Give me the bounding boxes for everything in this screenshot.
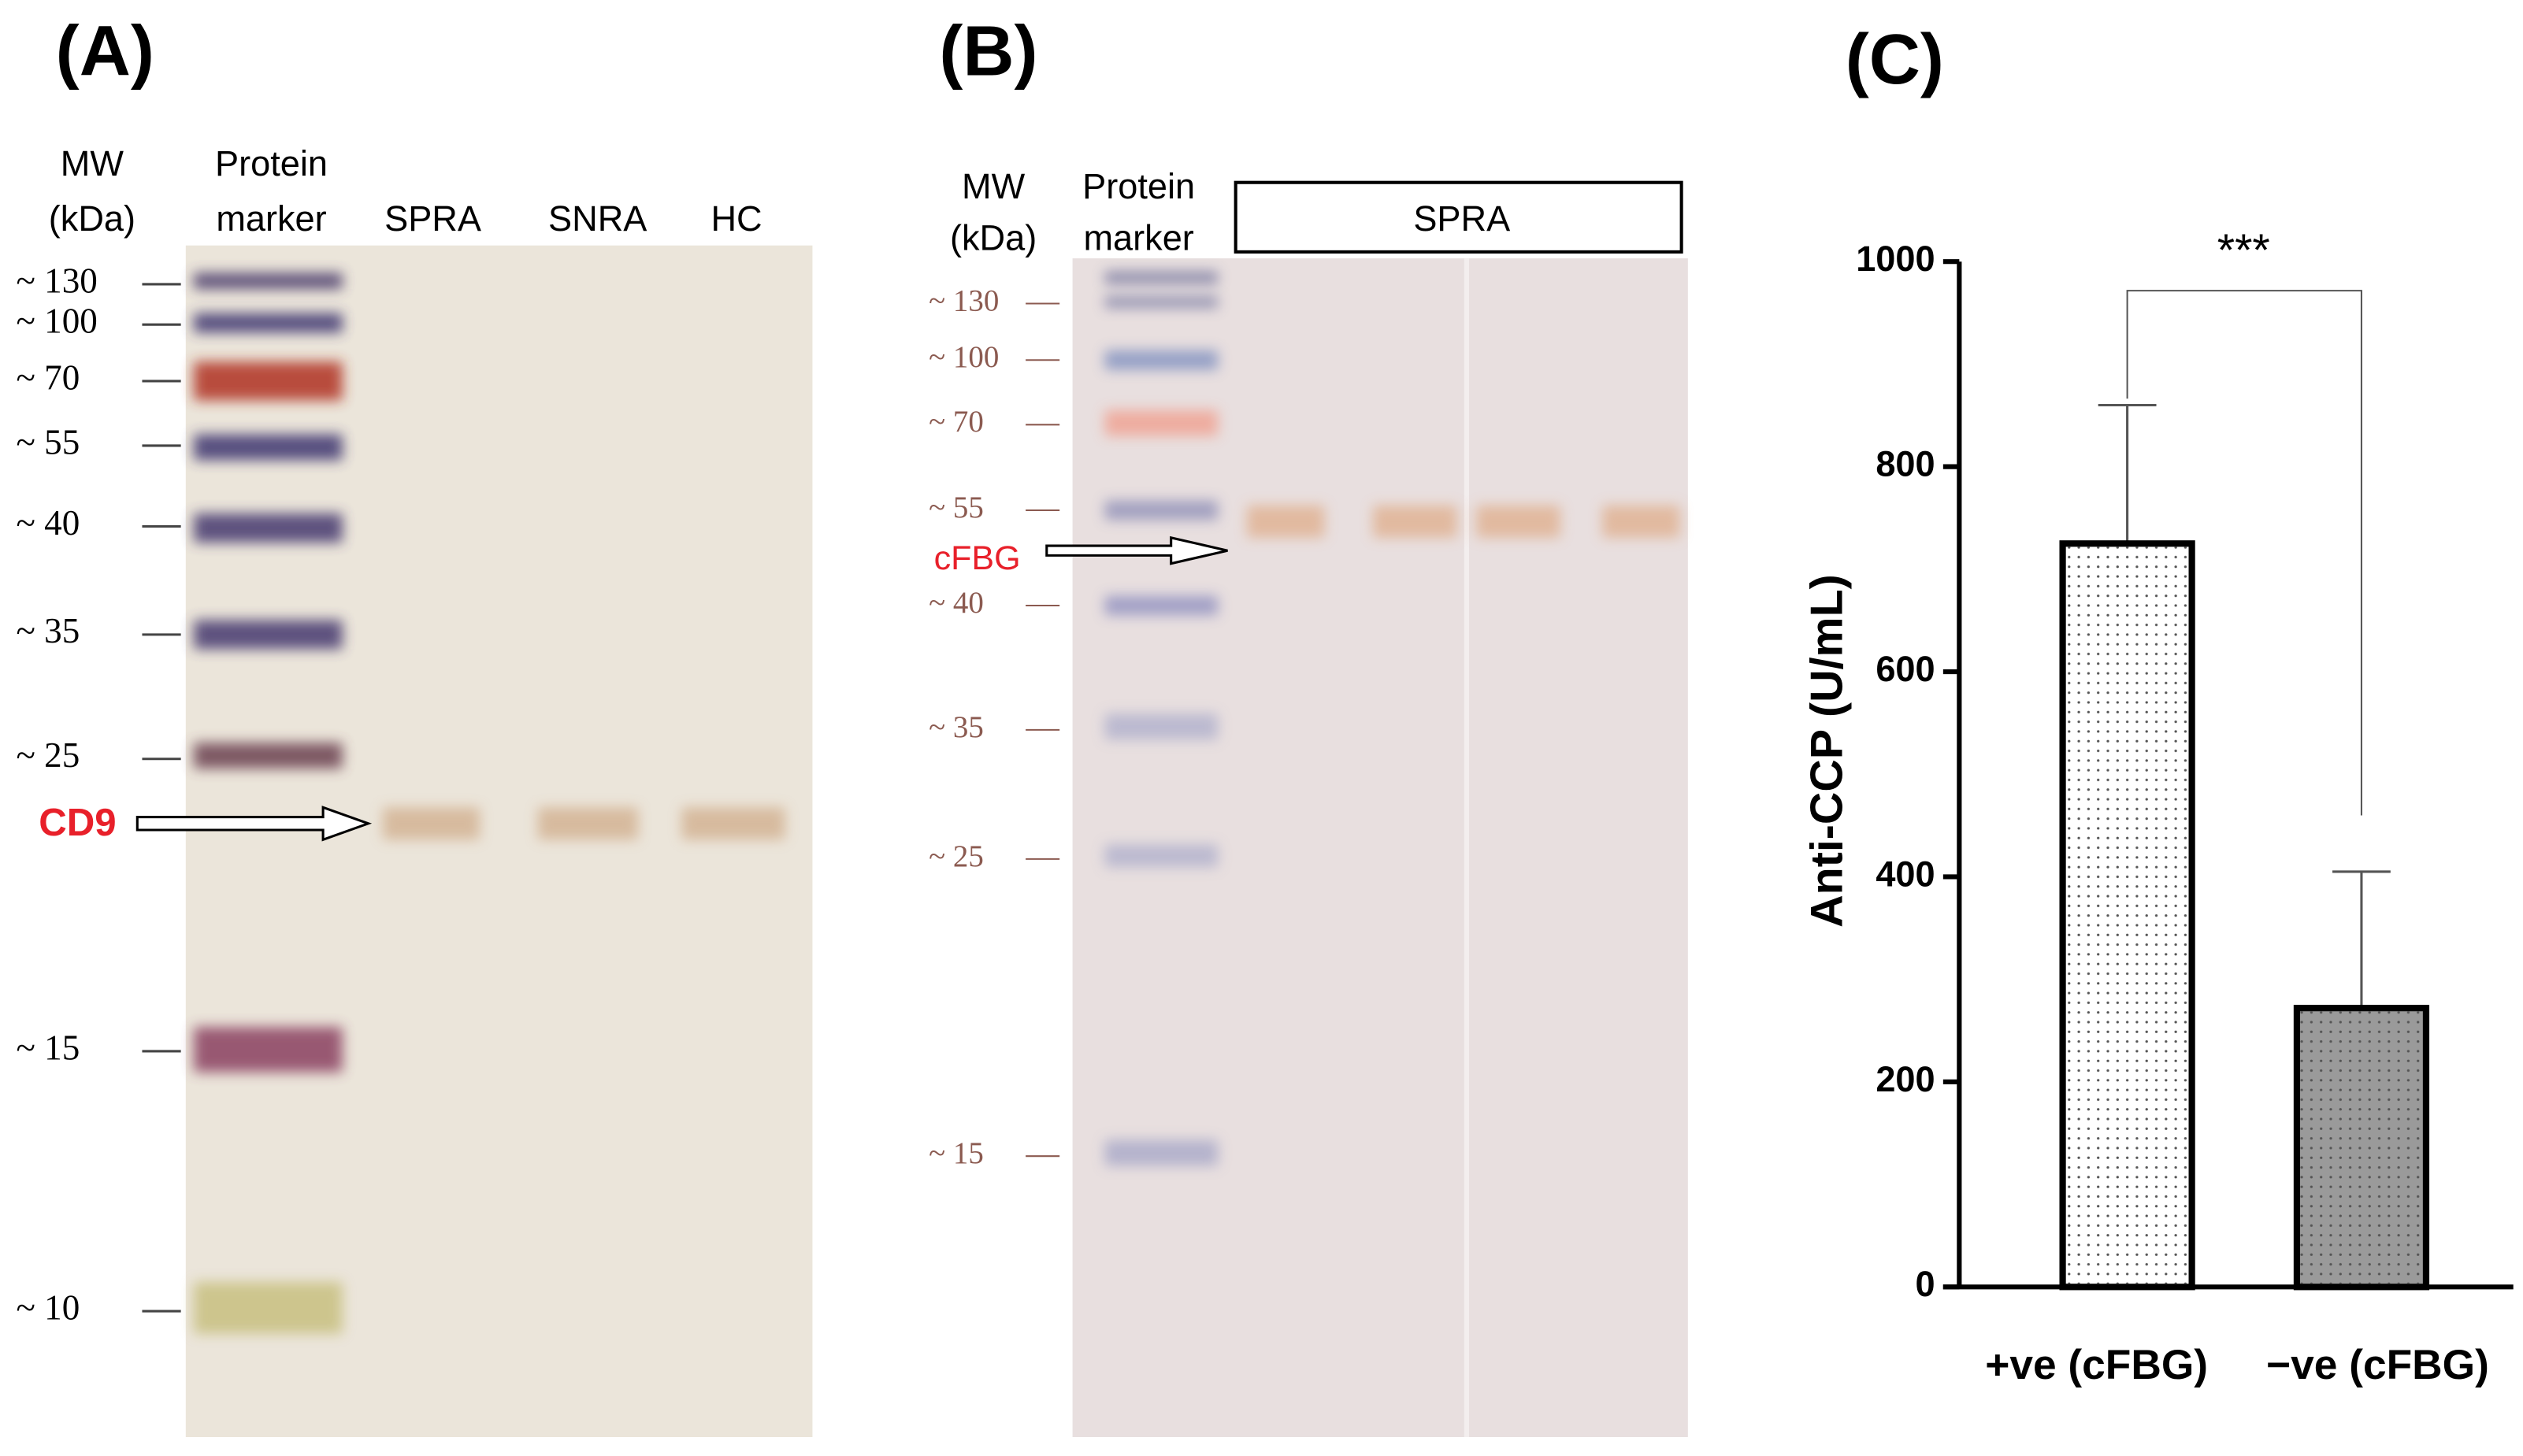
- marker-band: [1104, 350, 1219, 370]
- panel-label: (C): [1846, 20, 1944, 99]
- panel-label: (B): [939, 12, 1037, 91]
- sample-band: [681, 807, 785, 840]
- mw-marker: ~ 25: [929, 839, 984, 873]
- lane-header: Protein: [215, 143, 328, 183]
- lane-header: Protein: [1082, 166, 1195, 206]
- y-tick-label: 800: [1876, 444, 1935, 484]
- lane-header: marker: [216, 198, 326, 239]
- mw-marker: ~ 10: [17, 1287, 80, 1327]
- panel-label: (A): [56, 12, 154, 91]
- mw-header: MW: [61, 143, 124, 183]
- arrow: [135, 806, 373, 842]
- mw-header: (kDa): [49, 198, 135, 239]
- y-tick-label: 600: [1876, 649, 1935, 689]
- marker-band: [1104, 409, 1219, 436]
- lane-header: HC: [711, 198, 762, 239]
- mw-marker: ~ 35: [17, 611, 80, 650]
- marker-band: [1104, 713, 1219, 740]
- mw-marker: ~ 100: [17, 302, 98, 341]
- bar-texture: [2300, 1011, 2423, 1284]
- sample-band: [1602, 505, 1680, 538]
- bar-texture: [2065, 546, 2189, 1284]
- marker-band: [1104, 844, 1219, 868]
- mw-marker: ~ 130: [929, 283, 999, 317]
- arrow: [1045, 535, 1228, 565]
- marker-band: [194, 361, 343, 401]
- mw-marker: ~ 35: [929, 710, 984, 744]
- marker-band: [1104, 1139, 1219, 1166]
- mw-marker: ~ 55: [929, 491, 984, 524]
- sample-band: [1476, 505, 1560, 538]
- mw-marker: ~ 70: [17, 358, 80, 397]
- arrow-label: cFBG: [934, 539, 1021, 577]
- marker-band: [1104, 595, 1219, 616]
- marker-band: [194, 1027, 343, 1073]
- mw-marker: ~ 15: [929, 1136, 984, 1170]
- y-tick-label: 0: [1915, 1264, 1935, 1304]
- sample-group-box: [1234, 180, 1683, 254]
- marker-band: [194, 1282, 343, 1334]
- marker-band: [1104, 295, 1219, 309]
- significance: ***: [2217, 225, 2270, 276]
- mw-marker: ~ 100: [929, 340, 999, 374]
- y-axis-label: Anti-CCP (U/mL): [1801, 574, 1852, 928]
- y-tick-label: 1000: [1856, 239, 1935, 279]
- marker-band: [194, 272, 343, 290]
- sample-band: [1247, 505, 1325, 538]
- sample-band: [382, 807, 480, 840]
- marker-band: [194, 434, 343, 461]
- lane-header: SNRA: [548, 198, 647, 239]
- mw-marker: ~ 15: [17, 1028, 80, 1067]
- gel-image: [185, 245, 813, 1438]
- x-tick-label: −ve (cFBG): [2266, 1342, 2489, 1388]
- marker-band: [1104, 271, 1219, 284]
- mw-marker: ~ 40: [17, 503, 80, 543]
- mw-header: (kDa): [950, 217, 1037, 257]
- mw-marker: ~ 70: [929, 405, 984, 439]
- x-tick-label: +ve (cFBG): [1985, 1342, 2208, 1388]
- lane-header: marker: [1083, 217, 1193, 257]
- mw-marker: ~ 25: [17, 735, 80, 775]
- marker-band: [194, 513, 343, 543]
- marker-band: [1104, 500, 1219, 521]
- mw-marker: ~ 130: [17, 261, 98, 300]
- lane-header: SPRA: [384, 198, 481, 239]
- y-tick-label: 400: [1876, 854, 1935, 894]
- mw-header: MW: [962, 166, 1026, 206]
- arrow-label: CD9: [39, 801, 116, 844]
- mw-marker: ~ 55: [17, 422, 80, 461]
- sample-group: SPRA: [1413, 198, 1510, 239]
- y-tick-label: 200: [1876, 1059, 1935, 1099]
- marker-band: [194, 313, 343, 333]
- marker-band: [194, 620, 343, 650]
- sample-band: [537, 807, 638, 840]
- marker-band: [194, 743, 343, 769]
- sample-band: [1372, 505, 1457, 538]
- mw-marker: ~ 40: [929, 586, 984, 620]
- significance-bracket: [2126, 290, 2362, 816]
